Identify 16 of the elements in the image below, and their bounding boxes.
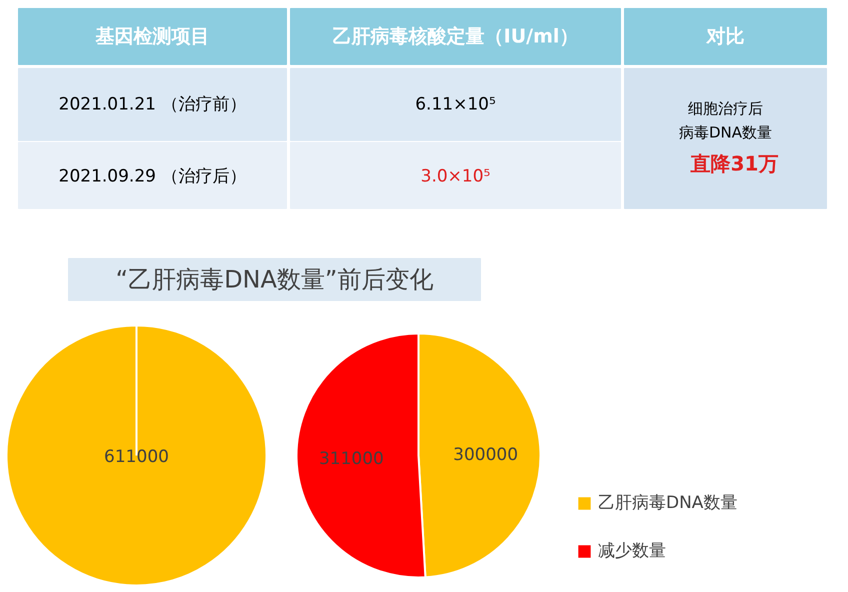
chart-title: “乙肝病毒DNA数量”前后变化: [116, 266, 434, 294]
data-label: 300000: [453, 445, 518, 466]
text: 2021.09.29 （治疗后）: [58, 166, 246, 186]
text: 对比: [706, 26, 744, 48]
data-label: 311000: [318, 448, 384, 469]
legend-label: 乙肝病毒DNA数量: [598, 492, 738, 514]
text: 6.11×10⁵: [415, 94, 496, 114]
text: 直降31万: [690, 152, 778, 176]
text: 病毒DNA数量: [678, 124, 772, 142]
text: 3.0×10⁵: [420, 166, 490, 186]
text: 基因检测项目: [94, 26, 210, 48]
text: 2021.01.21 （治疗前）: [58, 94, 246, 114]
data-label: 611000: [104, 447, 169, 467]
text: 乙肝病毒核酸定量（IU/ml）: [332, 26, 578, 48]
text: 细胞治疗后: [688, 100, 763, 118]
legend-label: 减少数量: [598, 540, 666, 562]
